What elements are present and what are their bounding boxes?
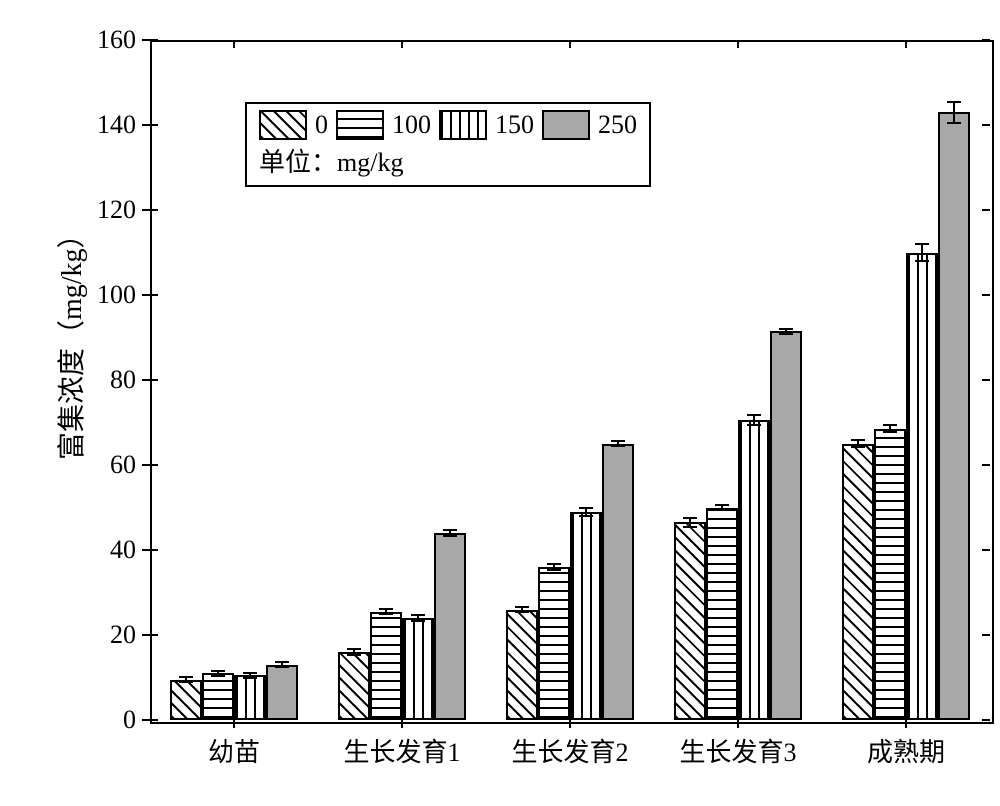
bar (842, 444, 874, 720)
y-tick (142, 209, 150, 211)
y-tick (142, 549, 150, 551)
y-tick (142, 294, 150, 296)
bar (674, 522, 706, 720)
y-axis-label: 富集浓度（mg/kg） (50, 340, 90, 460)
y-tick-label: 80 (110, 365, 136, 395)
x-tick-label: 生长发育1 (322, 732, 482, 769)
chart-container: 富集浓度（mg/kg） 0 100 150 250 单位：mg/kg 0 20 40 60 8… (20, 20, 1000, 786)
y-tick (142, 124, 150, 126)
legend-label: 250 (598, 110, 637, 140)
legend-swatch (259, 110, 307, 140)
bar (338, 652, 370, 720)
y-tick (142, 634, 150, 636)
legend: 0 100 150 250 单位：mg/kg (245, 102, 651, 187)
legend-swatch (439, 110, 487, 140)
bar (906, 253, 938, 721)
x-tick-label: 成熟期 (826, 732, 986, 769)
y-tick (142, 379, 150, 381)
bar (402, 618, 434, 720)
y-tick (142, 39, 150, 41)
x-tick-label: 生长发育3 (658, 732, 818, 769)
x-tick-label: 幼苗 (154, 732, 314, 769)
y-tick-label: 60 (110, 450, 136, 480)
y-tick-label: 160 (97, 25, 136, 55)
y-tick-label: 0 (123, 705, 136, 735)
x-tick-label: 生长发育2 (490, 732, 650, 769)
y-tick-label: 40 (110, 535, 136, 565)
bar (506, 610, 538, 721)
y-tick (142, 719, 150, 721)
bar (770, 331, 802, 720)
legend-label: 100 (392, 110, 431, 140)
legend-swatch (336, 110, 384, 140)
legend-swatch (542, 110, 590, 140)
bar (706, 508, 738, 721)
legend-unit: 单位：mg/kg (259, 142, 637, 179)
bar (266, 665, 298, 720)
bar (538, 567, 570, 720)
bar (370, 612, 402, 720)
legend-row: 0 100 150 250 (259, 110, 637, 140)
bar (170, 680, 202, 720)
legend-label: 150 (495, 110, 534, 140)
legend-label: 0 (315, 110, 328, 140)
y-tick (142, 464, 150, 466)
bar (434, 533, 466, 720)
bar (738, 420, 770, 720)
bar (602, 444, 634, 720)
y-tick-label: 100 (97, 280, 136, 310)
bar (874, 429, 906, 720)
y-tick-label: 120 (97, 195, 136, 225)
bar (202, 673, 234, 720)
y-tick-label: 140 (97, 110, 136, 140)
bar (938, 112, 970, 720)
bar (234, 675, 266, 720)
y-tick-label: 20 (110, 620, 136, 650)
bar (570, 512, 602, 720)
